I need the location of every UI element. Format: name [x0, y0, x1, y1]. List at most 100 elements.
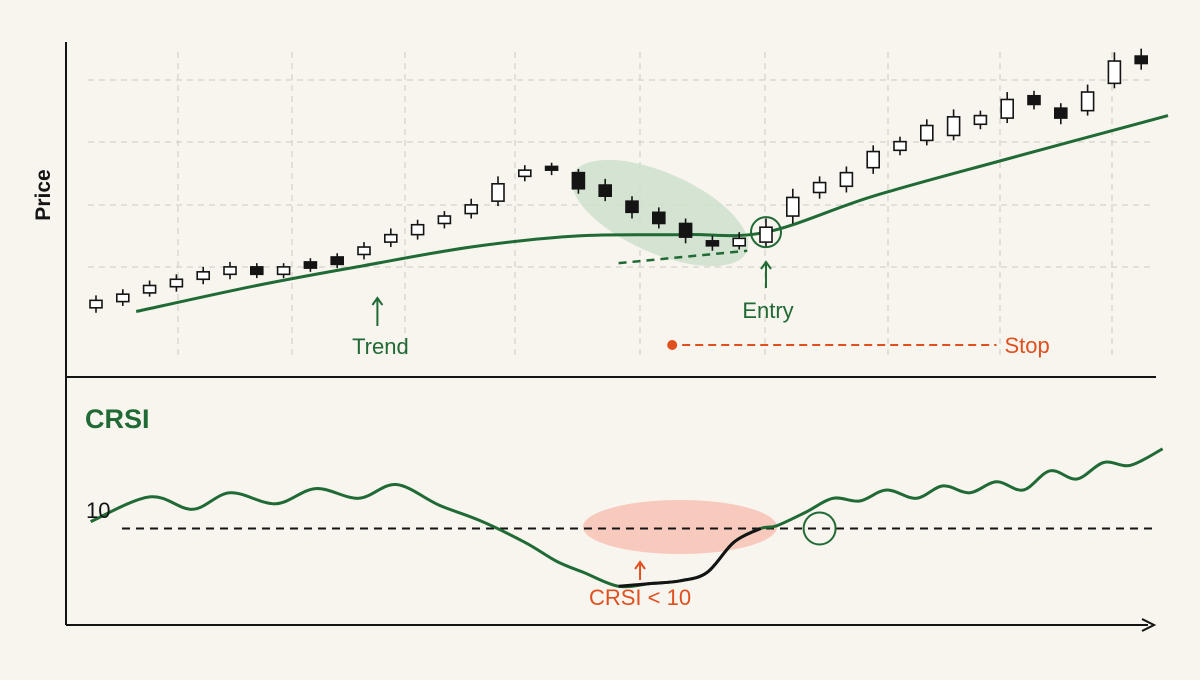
candle-body	[142, 284, 157, 294]
candle	[678, 218, 693, 244]
candle-body	[303, 261, 318, 269]
candle-body	[1134, 55, 1148, 65]
candle	[893, 136, 907, 156]
candle	[1134, 48, 1148, 70]
candle-body	[759, 226, 773, 243]
stop-marker-dot	[667, 340, 678, 350]
price-axis-label: Price	[32, 169, 55, 220]
candle-body	[169, 278, 184, 288]
candle	[142, 280, 157, 297]
candle	[785, 188, 800, 224]
candle-body	[598, 184, 613, 197]
candle	[89, 295, 103, 313]
crsi-title: CRSI	[85, 404, 150, 434]
candle	[303, 258, 318, 272]
trend-layer	[135, 114, 1169, 313]
candle-body	[785, 196, 800, 217]
candle	[1107, 52, 1122, 89]
candle	[598, 178, 613, 202]
crsi-oversold-segment	[618, 527, 762, 588]
axes	[65, 42, 1157, 632]
candle	[919, 119, 934, 146]
candle-body	[517, 169, 532, 178]
candle	[812, 176, 827, 199]
candle-body	[919, 124, 934, 142]
candle	[491, 176, 505, 207]
candle	[1080, 84, 1095, 116]
candle-body	[839, 171, 854, 188]
candle-body	[196, 271, 210, 281]
candle	[759, 218, 773, 248]
candle-body	[410, 223, 425, 236]
candle-body	[330, 256, 345, 266]
candle	[732, 232, 747, 250]
candle-body	[651, 211, 666, 225]
candle-body	[276, 266, 291, 276]
candle-body	[89, 299, 103, 309]
candle	[116, 289, 130, 306]
candle	[223, 261, 237, 280]
candle	[517, 165, 532, 182]
labels: Price CRSI 10	[32, 169, 150, 523]
crsi-cross-circle	[802, 511, 837, 546]
candle-body	[732, 237, 747, 247]
candle-body	[866, 150, 881, 169]
candle	[866, 145, 881, 174]
candle	[625, 196, 639, 219]
candle	[571, 168, 586, 194]
candle	[1000, 92, 1015, 124]
threshold-tick-label: 10	[86, 498, 110, 523]
candle-body	[1080, 91, 1095, 112]
crsi-low-arrow-head	[634, 560, 646, 570]
candle-body	[383, 233, 398, 243]
candle-body	[705, 240, 720, 247]
candle	[250, 263, 264, 279]
trend-label: Trend	[352, 334, 409, 359]
candle	[410, 219, 425, 240]
candle-body	[625, 200, 639, 214]
candle-body	[1027, 94, 1041, 106]
candle	[464, 198, 479, 219]
candle	[437, 211, 452, 229]
x-axis-arrowhead	[1141, 618, 1157, 632]
candle-body	[437, 215, 452, 225]
crsi-low-label: CRSI < 10	[589, 585, 691, 610]
candle	[544, 162, 559, 176]
candlesticks	[89, 48, 1148, 313]
candle	[169, 274, 184, 292]
stop-label: Stop	[1004, 333, 1049, 358]
candle-body	[893, 140, 907, 152]
pullback-line	[618, 249, 748, 265]
candle	[357, 242, 371, 260]
candle-body	[678, 222, 693, 238]
candle-body	[571, 171, 586, 190]
oversold-highlight	[583, 500, 777, 554]
candle-body	[223, 266, 237, 276]
candle	[330, 253, 345, 269]
annotations: Trend Entry Stop CRSI < 10	[352, 216, 1050, 610]
trend-arrow-head	[371, 296, 384, 306]
candle	[276, 263, 291, 279]
entry-arrow-head	[760, 260, 772, 270]
entry-label: Entry	[742, 298, 793, 323]
candle-body	[946, 116, 961, 137]
candle-body	[491, 183, 505, 202]
crsi-layer	[90, 447, 1164, 589]
candle	[839, 166, 854, 193]
candle	[383, 228, 398, 248]
candle	[196, 266, 210, 285]
candle	[651, 207, 666, 229]
candle-body	[973, 114, 988, 126]
candle-body	[1000, 98, 1015, 119]
candle	[973, 110, 988, 130]
candle	[1027, 90, 1041, 110]
candle-body	[1107, 60, 1122, 85]
entry-marker-circle	[750, 216, 782, 249]
candle-body	[544, 165, 559, 171]
candle-body	[1054, 107, 1068, 119]
highlight-regions	[571, 159, 777, 554]
candle-body	[812, 181, 827, 194]
candle-body	[357, 246, 371, 256]
